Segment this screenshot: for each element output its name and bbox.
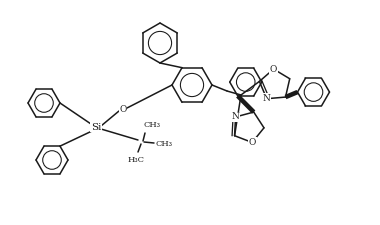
Text: O: O xyxy=(270,65,277,74)
Text: N: N xyxy=(263,94,271,103)
Text: CH₃: CH₃ xyxy=(144,121,161,129)
Text: O: O xyxy=(249,138,256,147)
Text: O: O xyxy=(119,106,127,115)
Text: Si: Si xyxy=(91,122,101,131)
Text: H₃C: H₃C xyxy=(128,156,144,164)
Text: CH₃: CH₃ xyxy=(156,140,173,148)
Text: N: N xyxy=(232,112,239,122)
